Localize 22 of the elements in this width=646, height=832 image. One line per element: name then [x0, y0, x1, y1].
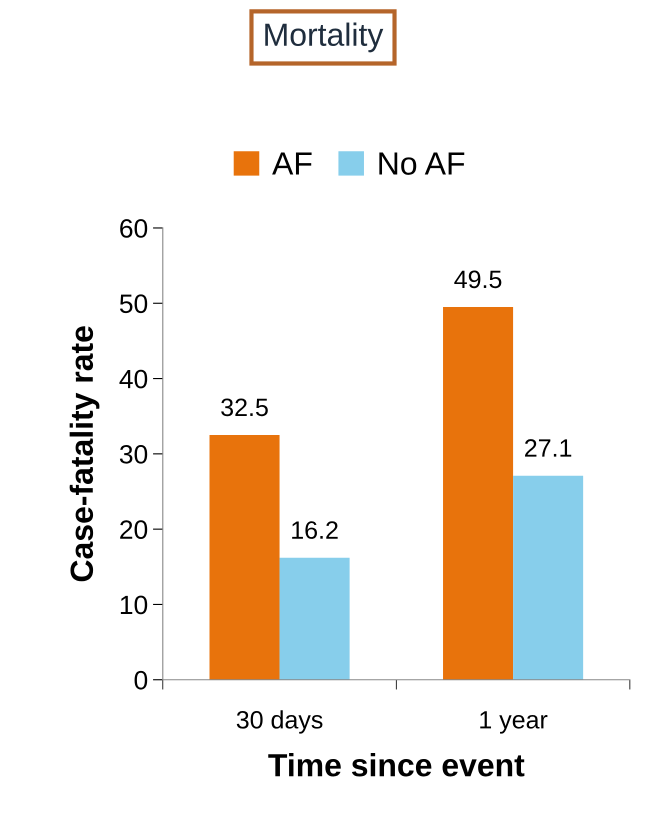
x-tick-label: 30 days — [236, 710, 322, 734]
y-tick-label: 20 — [120, 520, 148, 539]
legend-label: AF — [272, 152, 312, 175]
y-tick-label: 0 — [134, 670, 148, 690]
bar — [280, 558, 350, 680]
bar — [210, 435, 280, 680]
data-label: 27.1 — [525, 439, 572, 457]
x-tick-label: 1 year — [480, 711, 548, 734]
data-label: 49.5 — [454, 270, 502, 288]
y-tick-label: 60 — [120, 219, 148, 238]
x-axis-title: Time since event — [268, 753, 524, 777]
bar — [443, 307, 514, 680]
y-tick-label: 40 — [119, 370, 148, 388]
data-label: 16.2 — [292, 521, 338, 539]
bar — [513, 476, 584, 680]
chart-title: Mortality — [265, 22, 384, 52]
y-axis-title: Case-fatality rate — [70, 326, 100, 582]
y-tick-label: 30 — [120, 444, 148, 464]
legend-label: No AF — [379, 152, 464, 175]
y-tick-label: 10 — [120, 596, 148, 614]
y-tick-label: 50 — [120, 294, 148, 314]
data-label: 32.5 — [221, 398, 268, 416]
